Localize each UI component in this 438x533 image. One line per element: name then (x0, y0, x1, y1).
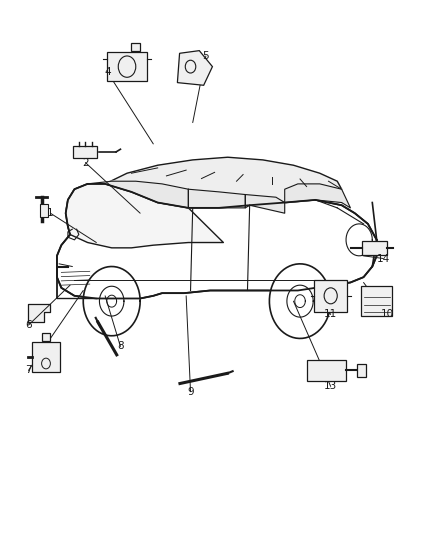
FancyBboxPatch shape (32, 343, 60, 372)
FancyBboxPatch shape (362, 241, 387, 254)
Polygon shape (66, 184, 223, 248)
Polygon shape (285, 184, 350, 208)
FancyBboxPatch shape (107, 52, 147, 81)
FancyBboxPatch shape (42, 333, 50, 341)
Polygon shape (177, 51, 212, 85)
Text: 13: 13 (324, 382, 337, 391)
Text: 2: 2 (82, 158, 89, 167)
Polygon shape (105, 157, 342, 208)
FancyBboxPatch shape (361, 287, 392, 316)
Polygon shape (83, 266, 140, 336)
Polygon shape (188, 189, 245, 208)
Text: 14: 14 (377, 254, 390, 263)
Polygon shape (28, 304, 50, 322)
Text: 8: 8 (117, 342, 124, 351)
Text: 9: 9 (187, 387, 194, 397)
Polygon shape (245, 195, 285, 213)
Text: 4: 4 (104, 67, 111, 77)
FancyBboxPatch shape (73, 146, 97, 158)
Text: 10: 10 (381, 310, 394, 319)
Polygon shape (267, 259, 333, 289)
Text: 5: 5 (202, 51, 209, 61)
Text: 1: 1 (47, 208, 54, 218)
Text: 6: 6 (25, 320, 32, 330)
FancyBboxPatch shape (314, 280, 347, 312)
Polygon shape (81, 261, 142, 289)
Text: 11: 11 (324, 310, 337, 319)
Polygon shape (57, 184, 377, 298)
FancyBboxPatch shape (40, 204, 48, 217)
Polygon shape (88, 181, 188, 208)
FancyBboxPatch shape (307, 360, 346, 381)
Text: 7: 7 (25, 366, 32, 375)
Polygon shape (269, 264, 331, 338)
FancyBboxPatch shape (357, 364, 366, 377)
FancyBboxPatch shape (131, 43, 140, 51)
